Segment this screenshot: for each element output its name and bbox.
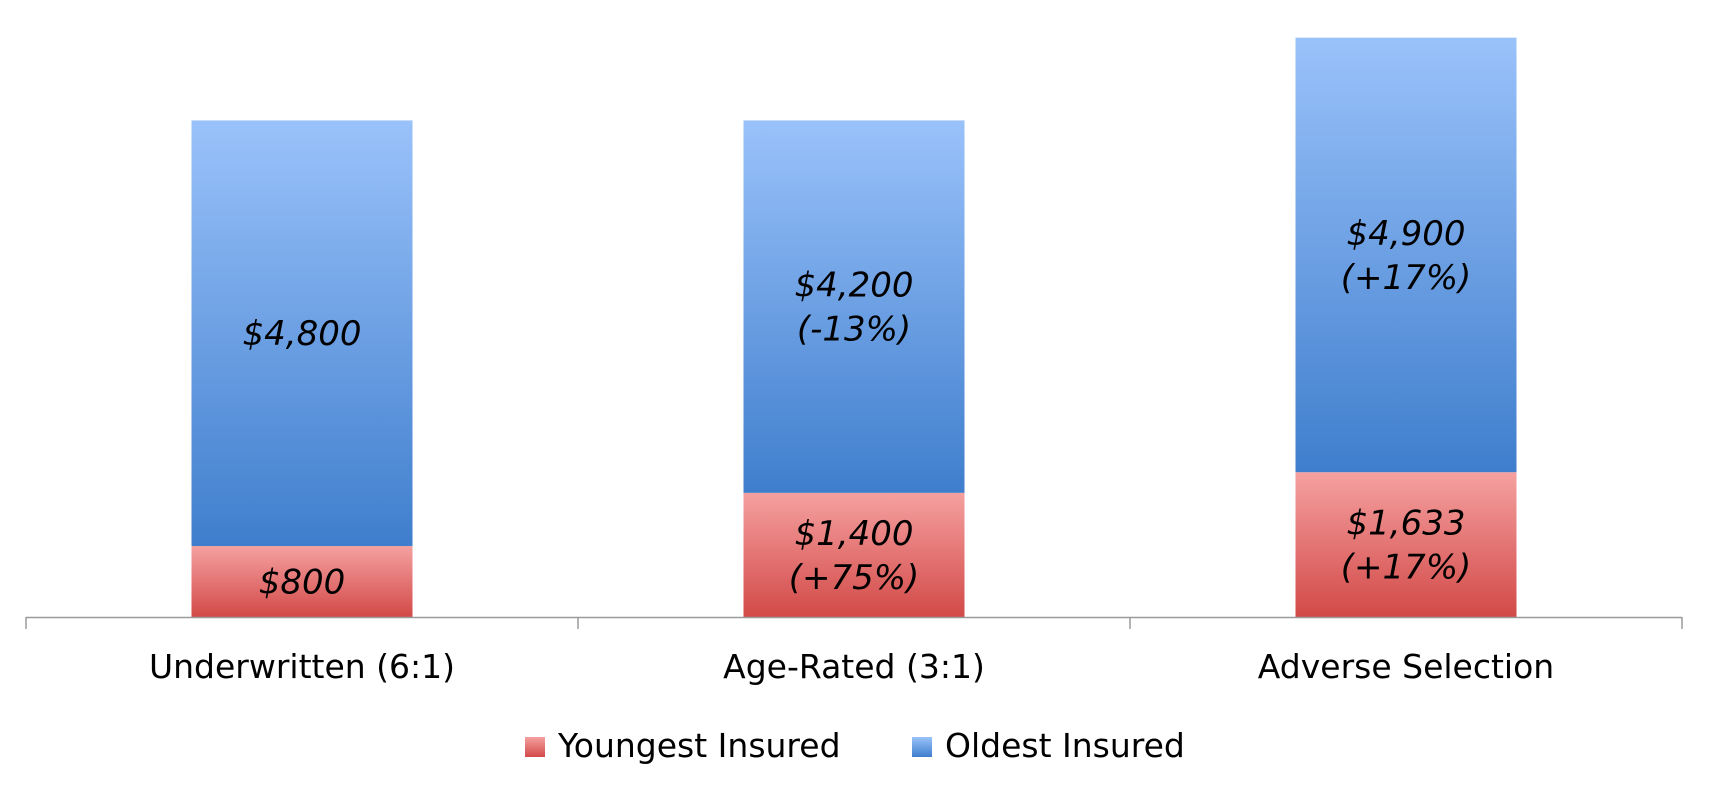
data-label-oldest-2: $4,200 (-13%) — [795, 266, 914, 350]
data-label-youngest-3: $1,633 (+17%) — [1341, 504, 1472, 588]
category-label: Adverse Selection — [1258, 647, 1554, 686]
data-label-youngest-2: $1,400 (+75%) — [789, 514, 920, 598]
legend-swatch-oldest — [912, 737, 932, 757]
bar-youngest-1 — [191, 546, 413, 617]
bar-oldest-3 — [1295, 37, 1517, 473]
legend: Youngest Insured Oldest Insured — [525, 726, 1185, 765]
bar-youngest-3 — [1295, 472, 1517, 617]
data-label-oldest-3: $4,900 (+17%) — [1341, 214, 1472, 298]
data-label-oldest-1: $4,800 — [243, 314, 362, 354]
bar-youngest-2 — [743, 492, 965, 617]
bar-oldest-2 — [743, 120, 965, 493]
x-axis: Underwritten (6:1) Age-Rated (3:1) Adverse… — [25, 616, 1683, 686]
category-label: Underwritten (6:1) — [149, 647, 455, 686]
bar-oldest-1 — [191, 120, 413, 547]
category-label: Age-Rated (3:1) — [723, 647, 985, 686]
data-label-youngest-1: $800 — [259, 563, 346, 603]
legend-label-oldest: Oldest Insured — [945, 726, 1185, 765]
legend-label-youngest: Youngest Insured — [557, 726, 841, 765]
legend-swatch-youngest — [525, 737, 545, 757]
bars: $800 $4,800 $1,400 (+75%) $4,200 (-13%) $1,633… — [191, 37, 1517, 617]
